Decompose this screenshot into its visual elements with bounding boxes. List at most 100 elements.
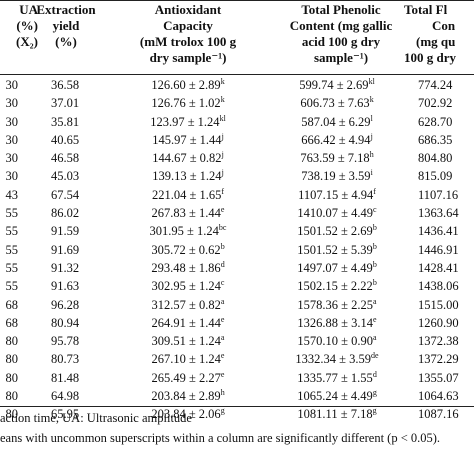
- cell-extraction-yield: 91.32: [40, 259, 90, 277]
- cell-antioxidant-superscript: j: [221, 168, 224, 178]
- cell-antioxidant-superscript: b: [220, 241, 225, 251]
- cell-antioxidant-superscript: bc: [218, 223, 227, 233]
- cell-extraction-yield-value: 91.69: [50, 242, 80, 257]
- cell-ua: 43: [0, 186, 19, 204]
- cell-phenolic-superscript: g: [372, 388, 377, 398]
- cell-phenolic: 1502.15 ± 2.22b: [262, 277, 412, 295]
- cell-antioxidant: 203.84 ± 2.89h: [122, 387, 254, 405]
- cell-antioxidant: 145.97 ± 1.44j: [122, 131, 254, 149]
- cell-antioxidant-superscript: k: [220, 95, 225, 105]
- cell-phenolic-value: 606.73 ± 7.63: [300, 96, 370, 111]
- cell-antioxidant-superscript: g: [220, 406, 225, 416]
- cell-extraction-yield-value: 80.94: [50, 315, 80, 330]
- cell-antioxidant-superscript: k: [220, 77, 225, 86]
- cell-antioxidant: 144.67 ± 0.82j: [122, 149, 254, 167]
- table-row: 55 91.69 305.72 ± 0.62b 1501.52 ± 5.39b 1446…: [0, 241, 474, 259]
- header-ua-line: (X₂): [16, 34, 38, 49]
- header-phenolic-line: Content (mg gallic: [289, 18, 393, 33]
- cell-ua: 80: [0, 350, 19, 368]
- cell-phenolic: 606.73 ± 7.63k: [262, 94, 412, 112]
- table-row: 80 95.78 309.51 ± 1.24a 1570.10 ± 0.90a 1372…: [0, 332, 474, 350]
- cell-antioxidant-value: 301.95 ± 1.24: [149, 224, 219, 239]
- cell-ua-value: 68: [5, 315, 19, 330]
- cell-extraction-yield-value: 40.65: [50, 132, 80, 147]
- cell-phenolic-value: 1501.52 ± 2.69: [297, 224, 373, 239]
- table-row: 55 86.02 267.83 ± 1.44e 1410.07 ± 4.49c 1363…: [0, 204, 474, 222]
- cell-ua-value: 30: [5, 96, 19, 111]
- cell-flavonoid: 686.35: [418, 131, 474, 149]
- footnote-abbreviations: action time, UA: Ultrasonic amplitude: [0, 411, 192, 425]
- cell-antioxidant-value: 203.84 ± 2.89: [151, 389, 221, 404]
- cell-flavonoid-value: 774.24: [418, 78, 453, 92]
- cell-antioxidant: 123.97 ± 1.24kl: [122, 113, 254, 131]
- cell-flavonoid: 1438.06: [418, 277, 474, 295]
- cell-extraction-yield-value: 65.95: [50, 407, 80, 422]
- cell-antioxidant: 309.51 ± 1.24a: [122, 332, 254, 350]
- header-antioxidant-line: Capacity: [163, 18, 213, 33]
- cell-antioxidant-superscript: a: [220, 333, 225, 343]
- cell-phenolic-value: 1332.34 ± 3.59: [295, 352, 372, 367]
- table-row: 43 67.54 221.04 ± 1.65f 1107.15 ± 4.94f 1107…: [0, 186, 474, 204]
- cell-antioxidant-value: 144.67 ± 0.82: [152, 151, 222, 166]
- cell-phenolic: 1332.34 ± 3.59de: [262, 350, 412, 368]
- cell-phenolic-value: 738.19 ± 3.59: [301, 169, 371, 184]
- cell-extraction-yield-value: 36.58: [50, 78, 80, 92]
- cell-ua: 30: [0, 113, 19, 131]
- cell-ua: 80: [0, 405, 19, 423]
- cell-antioxidant-superscript: e: [220, 205, 225, 215]
- cell-phenolic-superscript: j: [370, 131, 373, 141]
- cell-flavonoid: 1107.16: [418, 186, 474, 204]
- cell-antioxidant: 126.76 ± 1.02k: [122, 94, 254, 112]
- table-row: 30 45.03 139.13 ± 1.24j 738.19 ± 3.59i 815.0…: [0, 167, 474, 185]
- cell-phenolic-value: 763.59 ± 7.18: [300, 151, 370, 166]
- cell-antioxidant: 293.48 ± 1.86d: [122, 259, 254, 277]
- header-ua: UA (%) (X₂): [0, 2, 38, 50]
- cell-extraction-yield: 95.78: [40, 332, 90, 350]
- cell-phenolic-superscript: a: [373, 333, 377, 343]
- cell-ua: 55: [0, 259, 19, 277]
- table-bottom-rule: [0, 406, 474, 407]
- cell-phenolic-superscript: e: [373, 314, 377, 324]
- cell-phenolic-value: 599.74 ± 2.69: [299, 78, 369, 92]
- cell-ua-value: 30: [5, 169, 19, 184]
- cell-phenolic-superscript: b: [372, 278, 377, 288]
- cell-ua: 80: [0, 332, 19, 350]
- cell-flavonoid: 628.70: [418, 113, 474, 131]
- cell-phenolic: 1497.07 ± 4.49b: [262, 259, 412, 277]
- cell-antioxidant-value: 203.84 ± 2.06: [151, 407, 221, 422]
- cell-phenolic-superscript: i: [370, 168, 373, 178]
- cell-phenolic-value: 1335.77 ± 1.55: [297, 370, 373, 385]
- cell-flavonoid: 1363.64: [418, 204, 474, 222]
- cell-ua-value: 68: [5, 297, 19, 312]
- table-body: 30 36.58 126.60 ± 2.89k 599.74 ± 2.69kl 774.…: [0, 76, 474, 424]
- cell-extraction-yield: 40.65: [40, 131, 90, 149]
- cell-phenolic-superscript: de: [371, 351, 379, 361]
- cell-antioxidant-superscript: d: [220, 259, 225, 269]
- cell-extraction-yield: 81.48: [40, 369, 90, 387]
- cell-flavonoid-value: 1260.90: [418, 315, 459, 330]
- cell-flavonoid: 804.80: [418, 149, 474, 167]
- cell-ua-value: 55: [5, 279, 19, 294]
- cell-antioxidant: 126.60 ± 2.89k: [122, 76, 254, 94]
- table-top-rule: [0, 0, 474, 1]
- header-total-flavonoid: Total Fl Con (mg qu 100 g dry: [404, 2, 474, 66]
- cell-ua-value: 80: [5, 389, 19, 404]
- cell-antioxidant: 305.72 ± 0.62b: [122, 241, 254, 259]
- header-extraction-line: (%): [55, 34, 77, 49]
- cell-ua-value: 30: [5, 132, 19, 147]
- cell-flavonoid-value: 1107.16: [418, 187, 459, 202]
- cell-antioxidant: 312.57 ± 0.82a: [122, 296, 254, 314]
- cell-phenolic: 738.19 ± 3.59i: [262, 167, 412, 185]
- cell-ua: 68: [0, 314, 19, 332]
- cell-flavonoid: 1372.29: [418, 350, 474, 368]
- cell-flavonoid: 774.24: [418, 76, 474, 94]
- cell-phenolic-value: 666.42 ± 4.94: [301, 132, 371, 147]
- cell-phenolic-superscript: kl: [368, 77, 375, 86]
- cell-antioxidant: 139.13 ± 1.24j: [122, 167, 254, 185]
- cell-extraction-yield: 91.63: [40, 277, 90, 295]
- cell-phenolic-value: 587.04 ± 6.29: [301, 114, 371, 129]
- cell-phenolic-value: 1065.24 ± 4.49: [297, 389, 373, 404]
- header-total-phenolic: Total Phenolic Content (mg gallic acid 1…: [248, 2, 434, 66]
- cell-antioxidant: 267.10 ± 1.24e: [122, 350, 254, 368]
- table-row: 68 80.94 264.91 ± 1.44e 1326.88 ± 3.14e 1260…: [0, 314, 474, 332]
